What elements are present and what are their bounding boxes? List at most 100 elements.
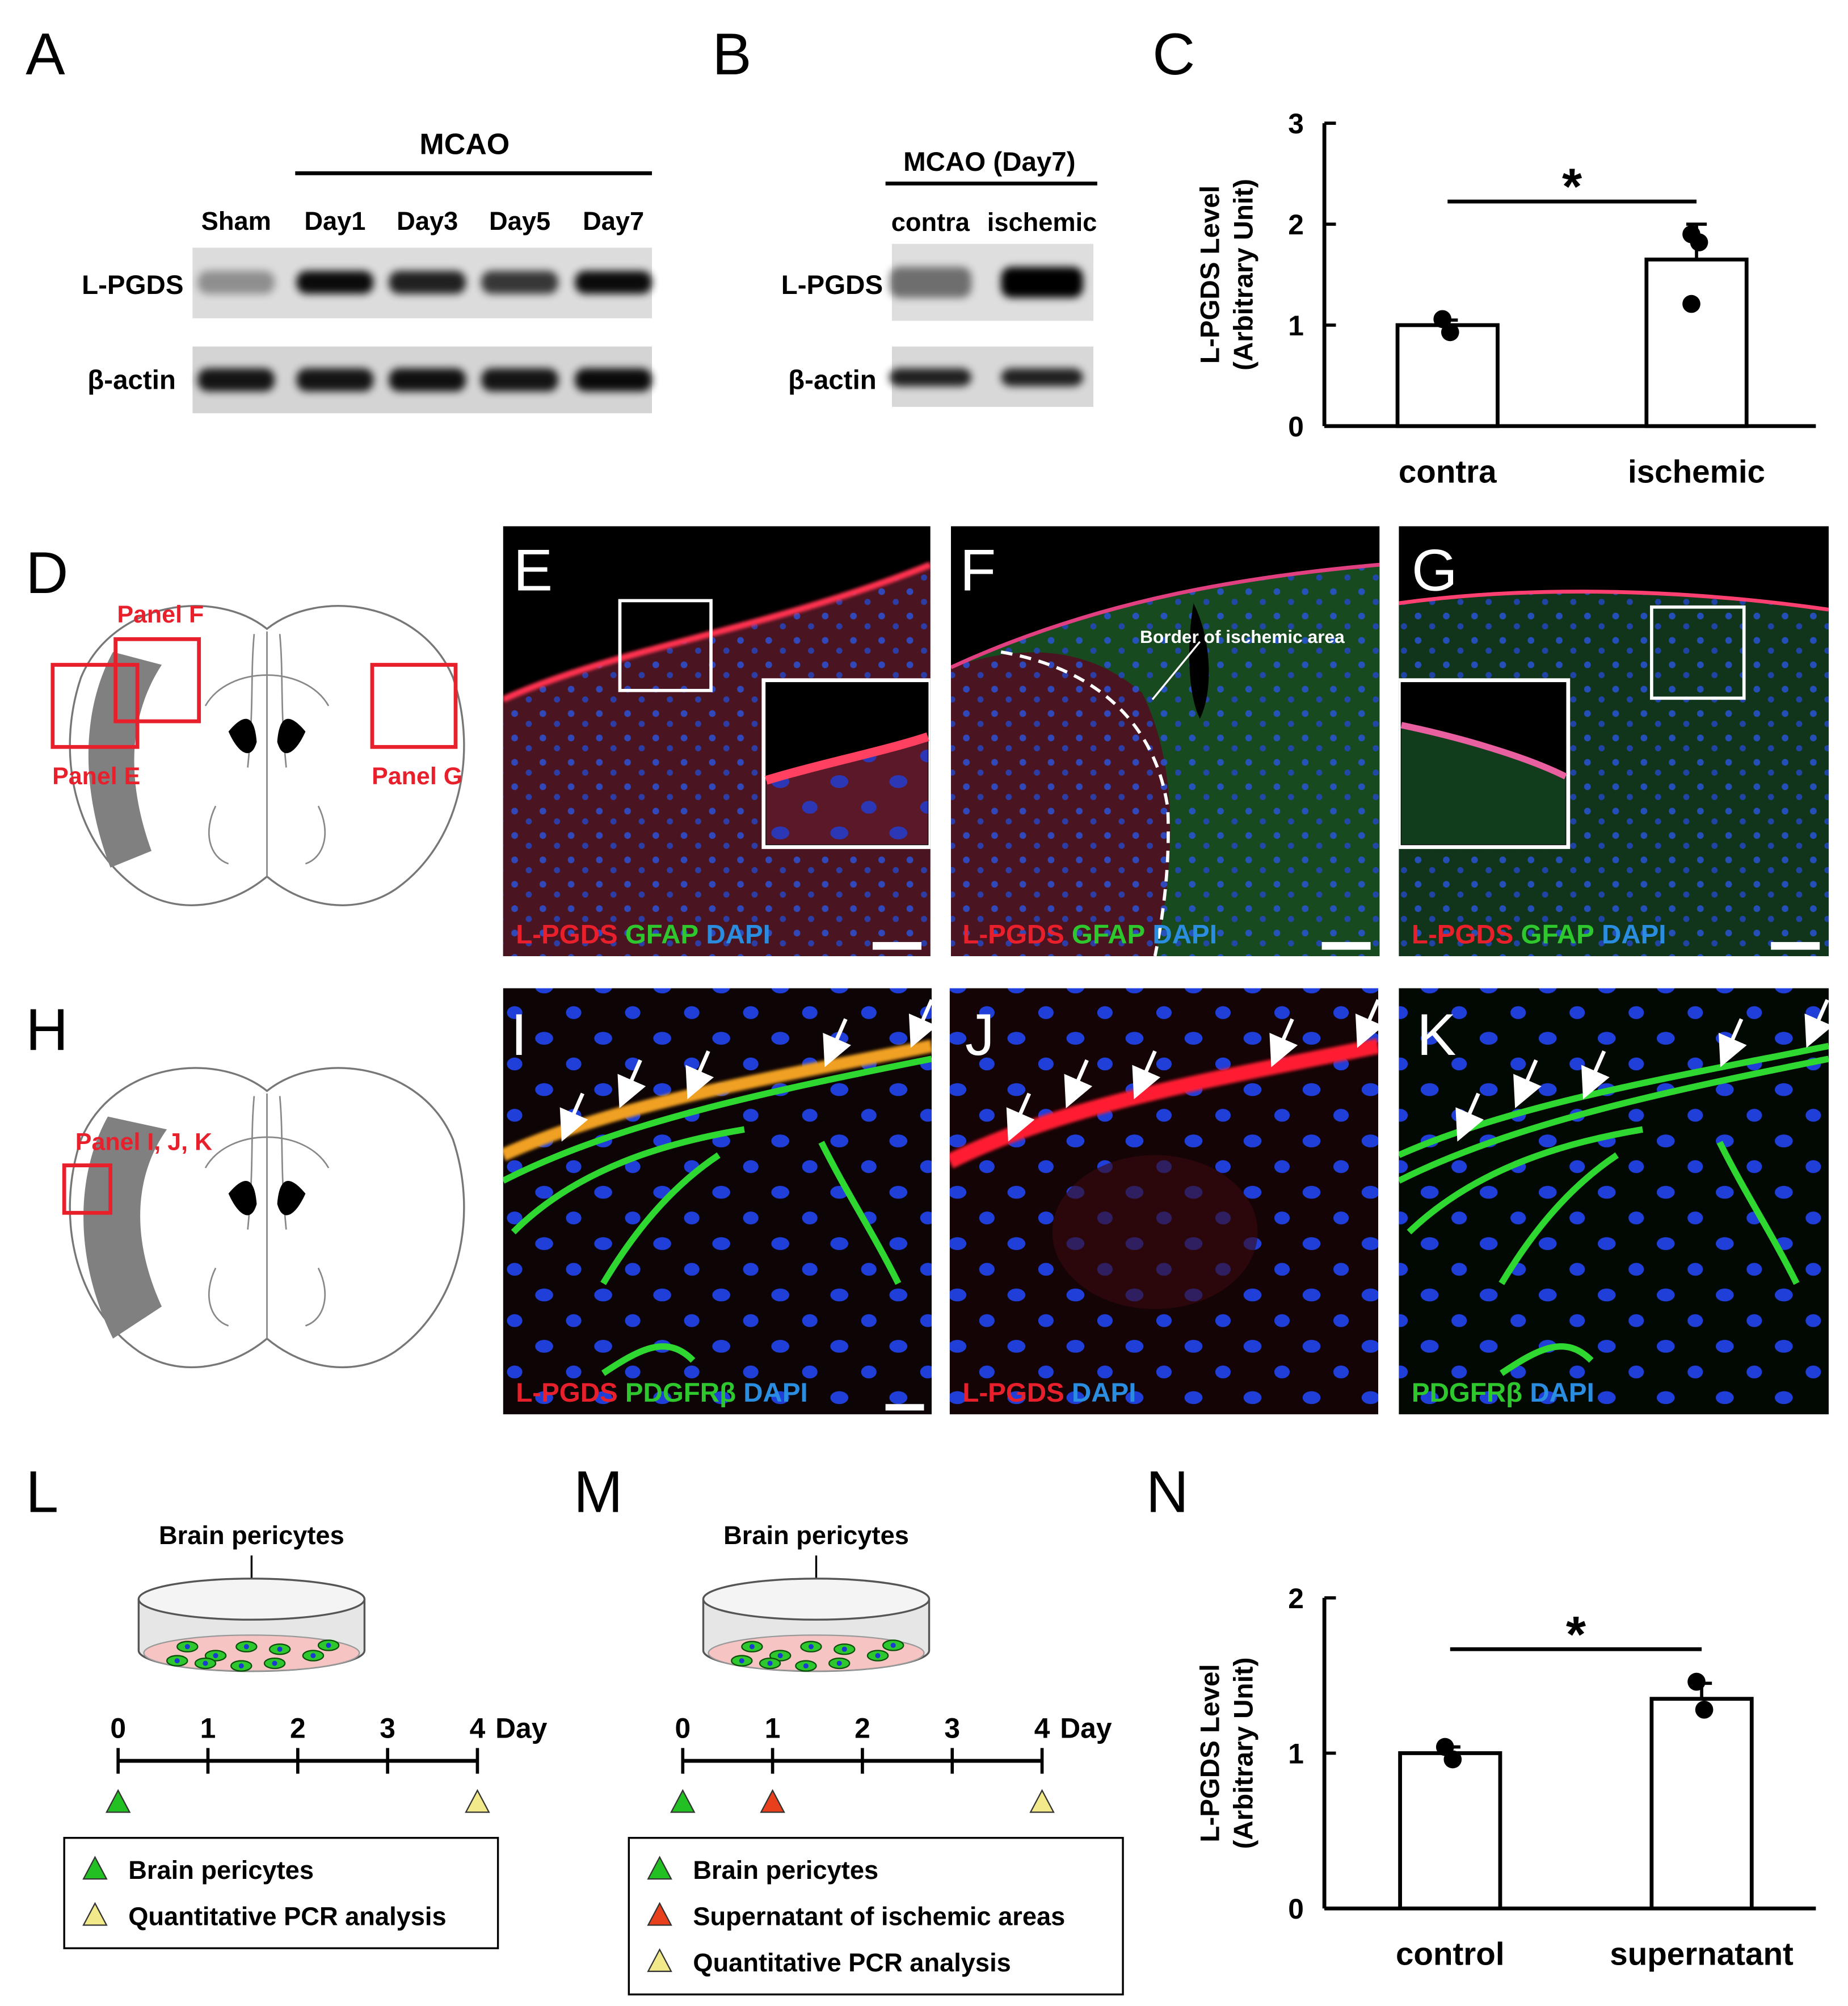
panel-letter: I (511, 1002, 527, 1068)
band (296, 271, 374, 294)
timeline-marker (105, 1789, 131, 1813)
band (889, 368, 972, 386)
panel-letter: J (965, 1002, 995, 1068)
cell-nucleus (277, 1646, 283, 1652)
stain-name: L-PGDS (516, 919, 617, 949)
cell-nucleus (243, 1644, 249, 1650)
panel-letter: L (26, 1459, 58, 1525)
lane-label: ischemic (987, 208, 1097, 237)
band (481, 368, 558, 392)
schematic-l: Brain pericytes 0 1 2 3 4 Day Brain pericytes Qu… (63, 1521, 548, 1949)
brain-diagram-h (69, 1067, 465, 1369)
cell-nucleus (803, 1663, 809, 1669)
stain-name: GFAP (1072, 919, 1145, 949)
panel-letter: D (26, 540, 68, 606)
cell-nucleus (875, 1653, 881, 1659)
stain-label: L-PGDS GFAP DAPI (962, 919, 1217, 949)
data-point (1687, 1672, 1706, 1691)
box-label: Panel F (117, 601, 204, 628)
y-tick-label: 0 (1288, 411, 1304, 443)
arrow (1455, 1092, 1484, 1142)
day-label: 1 (200, 1712, 216, 1744)
box-label: Panel E (52, 763, 140, 790)
micrograph-f: Border of ischemic area (950, 526, 1380, 956)
significance: * (1562, 158, 1582, 216)
timeline-marker (1029, 1789, 1055, 1813)
legend-marker (82, 1856, 108, 1880)
panel-letter: B (712, 22, 751, 87)
stain-label: L-PGDS DAPI (962, 1378, 1136, 1408)
panel-letter: M (574, 1459, 623, 1525)
band (481, 271, 558, 294)
box-label: Panel I, J, K (75, 1128, 212, 1155)
y-tick-label: 1 (1288, 310, 1304, 342)
y-axis-label: (Arbitrary Unit) (1228, 1658, 1258, 1849)
data-point (1690, 233, 1708, 251)
arrow (617, 1059, 646, 1108)
band (197, 368, 275, 392)
micrograph-i (503, 988, 932, 1415)
stain-label: PDGFRβ DAPI (1412, 1378, 1594, 1408)
y-tick-label: 1 (1288, 1738, 1304, 1770)
data-point (1441, 323, 1459, 342)
lane-label: Day1 (304, 207, 365, 235)
panel-letters: A B C D H L M N (26, 22, 1195, 1525)
stain-name: L-PGDS (516, 1378, 617, 1408)
arrow (823, 1018, 852, 1067)
cell-nucleus (739, 1658, 744, 1664)
significance: * (1566, 1606, 1586, 1663)
micrograph-k (1399, 988, 1829, 1415)
arrow (908, 999, 937, 1048)
cell-nucleus (326, 1642, 331, 1648)
day-unit: Day (495, 1712, 548, 1744)
timeline-marker (465, 1789, 490, 1813)
bar (1649, 1697, 1754, 1911)
day-label: 4 (470, 1712, 486, 1744)
y-tick-label: 3 (1288, 108, 1304, 140)
y-axis-label: (Arbitrary Unit) (1228, 179, 1258, 371)
legend-text: Brain pericytes (128, 1856, 314, 1885)
annotation: Border of ischemic area (1140, 626, 1345, 647)
western-blot-b: MCAO (Day7) L-PGDS β-actin contra ischemi… (781, 147, 1097, 407)
stain-name: GFAP (625, 919, 698, 949)
y-tick-label: 2 (1288, 209, 1304, 241)
stain-name: PDGFRβ (625, 1378, 736, 1408)
legend-text: Brain pericytes (693, 1856, 878, 1885)
western-blot-a: MCAO L-PGDS β-actin Sham Day1 Day3 Day5 Day7 (82, 128, 653, 414)
cell-nucleus (767, 1660, 773, 1666)
data-point (1443, 1750, 1462, 1769)
y-axis-label: L-PGDS Level (1195, 186, 1226, 364)
band (389, 271, 466, 294)
data-point (1682, 295, 1700, 313)
panel-letter: C (1152, 22, 1195, 87)
cell-nucleus (841, 1646, 847, 1652)
stain-name: DAPI (1072, 1378, 1136, 1408)
legend-marker (647, 1856, 672, 1880)
red-boxes-d (50, 637, 458, 749)
legend-text: Quantitative PCR analysis (128, 1902, 446, 1931)
arrow (559, 1092, 588, 1142)
lane-label: Day7 (583, 207, 644, 235)
band (575, 368, 653, 392)
arrow (1355, 999, 1384, 1048)
red-box (62, 1163, 112, 1215)
x-tick-label: control (1396, 1936, 1505, 1972)
timeline-marker (670, 1789, 696, 1813)
band (1001, 267, 1083, 298)
micrograph-e (503, 526, 931, 956)
panel-letter: H (26, 997, 68, 1063)
arrow (1513, 1059, 1542, 1108)
data-point (1433, 310, 1452, 329)
y-tick-label: 0 (1288, 1893, 1304, 1925)
bar (1644, 257, 1749, 428)
panel-letter: K (1417, 1002, 1456, 1068)
lane-label: Day3 (397, 207, 458, 235)
cell-nucleus (890, 1642, 896, 1648)
stain-name: DAPI (1602, 919, 1666, 949)
day-label: 2 (854, 1712, 870, 1744)
blot-header: MCAO (Day7) (903, 147, 1075, 177)
cell-nucleus (213, 1653, 218, 1659)
arrow (1132, 1050, 1161, 1100)
